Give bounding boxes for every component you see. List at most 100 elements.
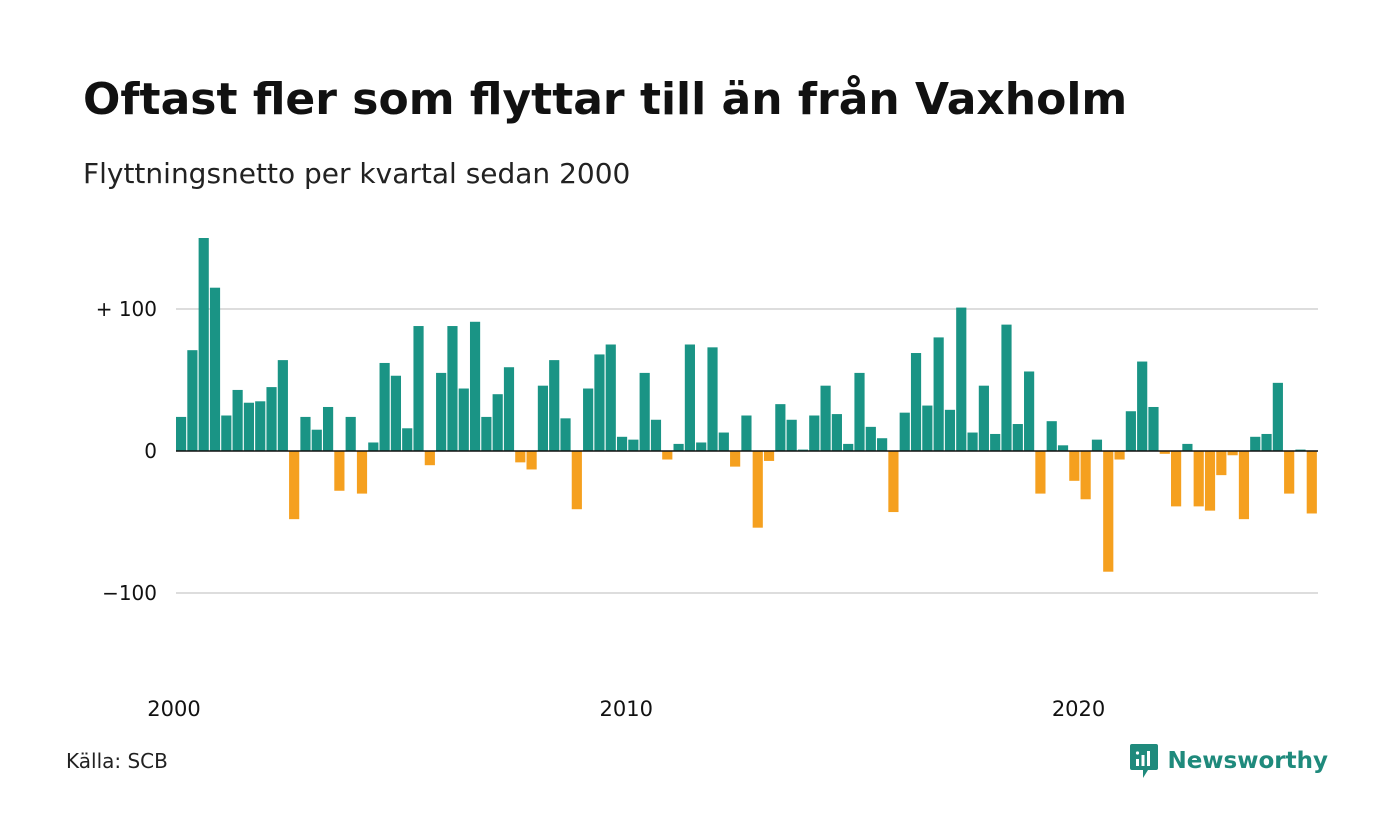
- bar: [1137, 361, 1148, 451]
- bar: [888, 451, 899, 513]
- bar: [266, 387, 277, 451]
- bar: [549, 360, 560, 451]
- x-tick-label: 2000: [147, 697, 200, 721]
- bar: [356, 451, 368, 494]
- x-tick-label: 2020: [1052, 697, 1105, 721]
- bar: [413, 326, 424, 451]
- bar: [763, 451, 775, 461]
- bar: [1306, 451, 1317, 514]
- bar: [944, 409, 956, 451]
- bar: [583, 388, 594, 451]
- newsworthy-logo[interactable]: Newsworthy: [1129, 742, 1328, 780]
- bar: [1046, 421, 1057, 451]
- bar: [673, 443, 684, 451]
- x-tick-label: 2010: [600, 697, 653, 721]
- bar: [1148, 406, 1159, 451]
- bar: [198, 238, 209, 451]
- bar: [990, 433, 1001, 451]
- bar: [1250, 436, 1261, 451]
- bar: [922, 405, 933, 451]
- bar: [424, 451, 435, 466]
- bar: [696, 442, 707, 451]
- bar: [967, 432, 978, 451]
- bar: [1216, 451, 1227, 476]
- bar: [865, 426, 876, 451]
- bar: [1125, 411, 1136, 451]
- bar: [209, 287, 221, 451]
- bar: [1182, 443, 1193, 451]
- bar: [221, 415, 232, 451]
- bar: [1261, 433, 1272, 451]
- bar: [1069, 451, 1080, 481]
- bar: [1284, 451, 1295, 494]
- bar: [1193, 451, 1204, 507]
- bar: [481, 416, 492, 451]
- bar: [594, 354, 605, 451]
- y-tick-label: + 100: [96, 297, 157, 321]
- bar: [831, 414, 842, 451]
- bar: [300, 416, 311, 451]
- bar: [1238, 451, 1250, 520]
- bar: [1091, 439, 1103, 451]
- bar: [843, 443, 854, 451]
- bar: [1103, 451, 1114, 572]
- bar: [537, 385, 548, 451]
- bar: [379, 362, 390, 451]
- bar: [1171, 451, 1182, 507]
- bar: [1272, 382, 1283, 451]
- bar: [775, 404, 786, 451]
- bar: [877, 438, 888, 451]
- brand-name: Newsworthy: [1167, 748, 1328, 774]
- bar: [243, 402, 255, 451]
- bar: [1024, 371, 1035, 451]
- bar: [526, 451, 537, 470]
- bar: [854, 372, 865, 451]
- bar: [458, 388, 469, 451]
- bar: [469, 321, 481, 451]
- bar: [662, 451, 673, 460]
- bar: [345, 416, 356, 451]
- bar: [560, 418, 571, 451]
- bars: [176, 238, 1317, 572]
- bar: [311, 429, 322, 451]
- bar: [436, 372, 447, 451]
- bar: [492, 394, 503, 451]
- bar: [1159, 451, 1170, 454]
- bar: [730, 451, 741, 467]
- bar: [809, 415, 820, 451]
- newsworthy-logo-icon: [1130, 744, 1159, 778]
- bar: [650, 419, 662, 451]
- bar: [1227, 451, 1238, 456]
- axes: + 100 0 −100 2000 2010 2020: [96, 297, 1318, 721]
- bar: [639, 372, 650, 451]
- bar: [503, 367, 515, 451]
- bar: [402, 428, 413, 451]
- bar: [786, 419, 797, 451]
- y-tick-label: 0: [144, 439, 157, 463]
- bar: [368, 442, 379, 451]
- bar: [707, 347, 718, 451]
- chart-title: Oftast fler som flyttar till än från Vax…: [83, 74, 1128, 125]
- chart-subtitle: Flyttningsnetto per kvartal sedan 2000: [83, 157, 631, 190]
- bar: [978, 385, 989, 451]
- bar: [910, 353, 922, 451]
- bar: [1035, 451, 1046, 494]
- bar: [390, 375, 402, 451]
- bar: [605, 344, 616, 451]
- bar: [741, 415, 752, 451]
- bar: [1057, 445, 1069, 451]
- bar: [899, 412, 910, 451]
- bar: [277, 360, 288, 451]
- bar: [334, 451, 345, 491]
- bar: [232, 389, 243, 451]
- bar: [187, 350, 198, 451]
- bar: [176, 416, 187, 451]
- bar: [956, 307, 967, 451]
- bar: [752, 451, 763, 528]
- bar: [1001, 324, 1012, 451]
- bar: [1204, 451, 1216, 511]
- bar: [1012, 424, 1023, 451]
- gridlines: [176, 308, 1318, 594]
- bar: [515, 451, 526, 463]
